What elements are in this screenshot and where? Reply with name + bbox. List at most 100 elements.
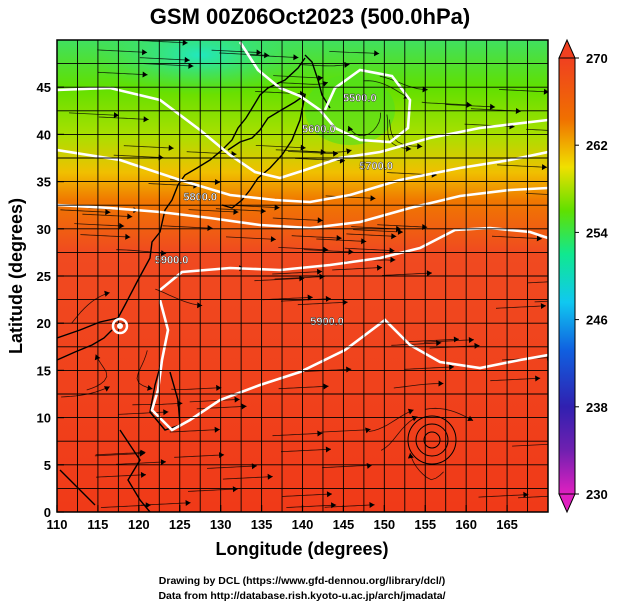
streamline (136, 350, 153, 390)
streamline-arrow (325, 446, 331, 453)
y-tick-label: 20 (37, 316, 51, 331)
x-tick-label: 130 (210, 517, 232, 532)
streamline (526, 128, 548, 131)
streamline (100, 504, 151, 508)
streamline-arrow (348, 248, 354, 255)
streamline-arrow (369, 502, 375, 508)
streamline (98, 116, 149, 120)
streamline-arrow (541, 164, 547, 171)
streamline-arrow (407, 453, 414, 459)
streamline (174, 454, 225, 458)
streamline-arrow (466, 101, 472, 108)
y-tick-label: 35 (37, 175, 51, 190)
streamline-arrow (182, 40, 188, 46)
streamline (329, 51, 380, 54)
streamline (60, 209, 111, 213)
credit-line-2: Data from http://database.rish.kyoto-u.a… (158, 590, 445, 602)
streamline-arrow (270, 236, 276, 243)
streamline (272, 217, 323, 221)
streamline-arrow (163, 409, 169, 416)
streamline (344, 247, 395, 252)
streamline-arrow (140, 471, 146, 478)
credit-line-1: Drawing by DCL (https://www.gfd-dennou.o… (159, 575, 445, 587)
streamline (288, 151, 339, 154)
streamline-arrow (233, 208, 239, 215)
streamline (497, 164, 548, 168)
streamline-arrow (536, 235, 542, 242)
streamline-arrow (168, 144, 174, 151)
streamline-arrow (468, 337, 474, 343)
colorbar: 230 238 246 254 262 270 (558, 38, 608, 514)
streamline (409, 452, 444, 481)
streamline-arrow (346, 366, 352, 373)
x-tick-label: 150 (373, 517, 395, 532)
streamline-arrow (214, 426, 220, 433)
streamline-arrow (490, 103, 496, 110)
streamline (169, 429, 220, 433)
colorbar-min-arrow (558, 493, 576, 514)
streamline (363, 80, 410, 99)
streamline-arrow (449, 364, 455, 371)
y-tick-label: 25 (37, 269, 51, 284)
streamline-arrow (142, 71, 148, 78)
streamline (118, 411, 169, 415)
streamline-arrow (207, 225, 213, 231)
streamline (278, 385, 329, 390)
x-tick-label: 125 (169, 517, 191, 532)
y-axis-label: Latitude (degrees) (6, 198, 26, 354)
streamline (393, 383, 444, 389)
streamline (512, 443, 548, 447)
streamline-arrow (139, 450, 145, 457)
streamline-arrow (374, 50, 380, 57)
streamline (421, 101, 472, 106)
streamline-arrow (317, 75, 324, 82)
streamline-arrow (365, 427, 371, 434)
streamline-arrow (323, 246, 329, 253)
vortex-ring (423, 431, 441, 449)
streamline-arrow (300, 144, 306, 151)
vortex-ring (407, 415, 457, 465)
streamline (248, 54, 299, 58)
streamline (380, 416, 418, 451)
streamline-arrow (234, 396, 240, 403)
streamline (275, 149, 326, 153)
wind-streamlines (60, 40, 548, 509)
streamline (148, 183, 199, 187)
streamline-arrow (438, 380, 444, 387)
streamline (222, 476, 273, 480)
streamline-arrow (453, 336, 459, 343)
streamline (211, 49, 262, 54)
streamline (189, 399, 240, 403)
streamline-arrow (467, 415, 474, 421)
streamline (219, 52, 270, 56)
y-tick-label: 45 (37, 80, 51, 95)
streamline (206, 465, 257, 469)
streamline (196, 405, 247, 410)
typhoon-center (111, 317, 129, 335)
streamline (320, 428, 371, 433)
contour-label: 5600.0 (302, 124, 336, 136)
colorbar-tick-label: 230 (586, 487, 608, 502)
streamline-arrow (293, 54, 299, 61)
streamline-arrow (113, 112, 119, 119)
vortex-marker (407, 415, 457, 465)
streamline (495, 305, 547, 309)
colorbar-ramp (558, 57, 576, 495)
streamline (272, 271, 323, 275)
streamline-arrow (125, 233, 131, 240)
streamline (82, 213, 133, 218)
streamline-arrow (188, 62, 194, 69)
streamline-arrow (104, 290, 110, 297)
streamline (96, 474, 147, 478)
streamline (353, 229, 404, 233)
contour-label: 5700.0 (359, 160, 393, 172)
contour-label: 5900.0 (155, 255, 189, 267)
streamline-arrow (184, 56, 190, 63)
streamline-arrow (158, 154, 164, 161)
streamline (225, 236, 276, 240)
colorbar-ticks: 230 238 246 254 262 270 (575, 51, 608, 502)
streamline (346, 233, 397, 237)
colorbar-tick-label: 270 (586, 51, 608, 66)
streamline (525, 193, 548, 195)
